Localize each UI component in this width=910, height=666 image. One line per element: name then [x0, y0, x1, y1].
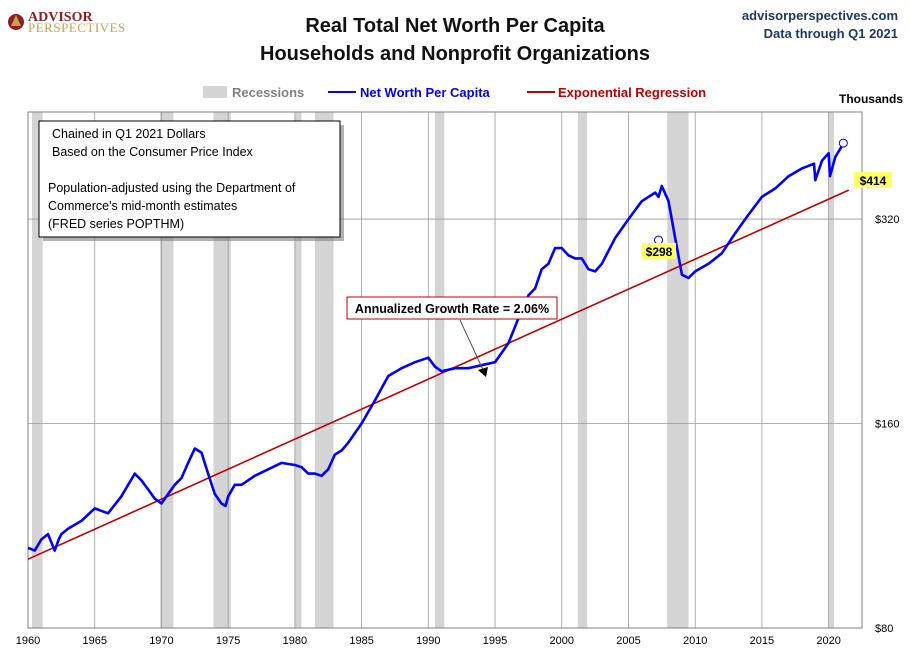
legend-recessions-swatch — [203, 86, 227, 98]
logo: ADVISOR PERSPECTIVES — [8, 10, 126, 35]
growth-annotation-pointer — [459, 319, 485, 373]
note-line-1: Chained in Q1 2021 Dollars — [52, 127, 206, 141]
chart-title: Real Total Net Worth Per Capita — [305, 15, 605, 37]
x-tick-label: 1970 — [149, 635, 173, 647]
data-through-label: Data through Q1 2021 — [764, 26, 898, 41]
note-line-3: Population-adjusted using the Department… — [48, 181, 296, 195]
legend: Recessions Net Worth Per Capita Exponent… — [203, 85, 706, 100]
x-tick-label: 2010 — [683, 635, 707, 647]
growth-annotation: Annualized Growth Rate = 2.06% — [346, 296, 558, 377]
y-tick-label: $80 — [875, 623, 893, 635]
x-tick-label: 1995 — [483, 635, 507, 647]
logo-line2: PERSPECTIVES — [28, 20, 126, 35]
growth-annotation-box — [346, 296, 558, 320]
y-axis-units: Thousands — [839, 92, 903, 106]
x-axis: 1960 1965 1970 1975 1980 1985 1990 1995 2000 2005… — [16, 635, 841, 647]
legend-regression-label: Exponential Regression — [558, 85, 706, 100]
x-tick-label: 1990 — [416, 635, 440, 647]
recession-band — [577, 112, 588, 628]
annotation-marker — [838, 138, 848, 148]
callout-latest-bg — [854, 172, 892, 188]
callout-peak-bg — [642, 243, 676, 259]
recession-band — [667, 112, 689, 628]
x-tick-label: 2020 — [816, 635, 840, 647]
x-tick-label: 1975 — [216, 635, 240, 647]
annotation-markers — [654, 138, 848, 245]
note-line-5: (FRED series POPTHM) — [48, 217, 184, 231]
logo-mark-detail-icon — [11, 15, 21, 26]
x-tick-label: 1965 — [82, 635, 106, 647]
callout-latest-label: $414 — [860, 174, 887, 188]
legend-series-label: Net Worth Per Capita — [360, 85, 491, 100]
net-worth-line — [27, 142, 845, 552]
y-tick-label: $320 — [875, 214, 899, 226]
callout-peak: $298 — [642, 243, 676, 259]
recession-band — [32, 112, 43, 628]
plot-frame — [27, 111, 863, 629]
growth-annotation-arrowhead-icon — [478, 367, 488, 377]
y-axis: $80 $160 $320 — [875, 214, 899, 635]
note-line-4: Commerce's mid-month estimates — [48, 199, 237, 213]
recession-band — [828, 112, 834, 628]
annotation-marker — [654, 235, 664, 245]
chart-subtitle: Households and Nonprofit Organizations — [260, 43, 650, 65]
notes-box: Chained in Q1 2021 Dollars Based on the … — [38, 120, 344, 241]
x-tick-label: 1980 — [283, 635, 307, 647]
x-tick-label: 2005 — [616, 635, 640, 647]
x-tick-label: 2015 — [750, 635, 774, 647]
x-tick-label: 1960 — [16, 635, 40, 647]
source-site: advisorperspectives.com — [742, 8, 898, 23]
note-line-2: Based on the Consumer Price Index — [52, 145, 254, 159]
recession-band — [294, 112, 302, 628]
callout-peak-label: $298 — [646, 245, 673, 259]
x-tick-label: 2000 — [550, 635, 574, 647]
notes-box-frame — [38, 120, 341, 238]
legend-recessions-label: Recessions — [232, 85, 304, 100]
callout-latest: $414 — [854, 172, 892, 188]
y-tick-label: $160 — [875, 419, 899, 431]
x-tick-label: 1985 — [349, 635, 373, 647]
growth-annotation-label: Annualized Growth Rate = 2.06% — [355, 302, 549, 316]
logo-line1: ADVISOR — [28, 10, 93, 25]
